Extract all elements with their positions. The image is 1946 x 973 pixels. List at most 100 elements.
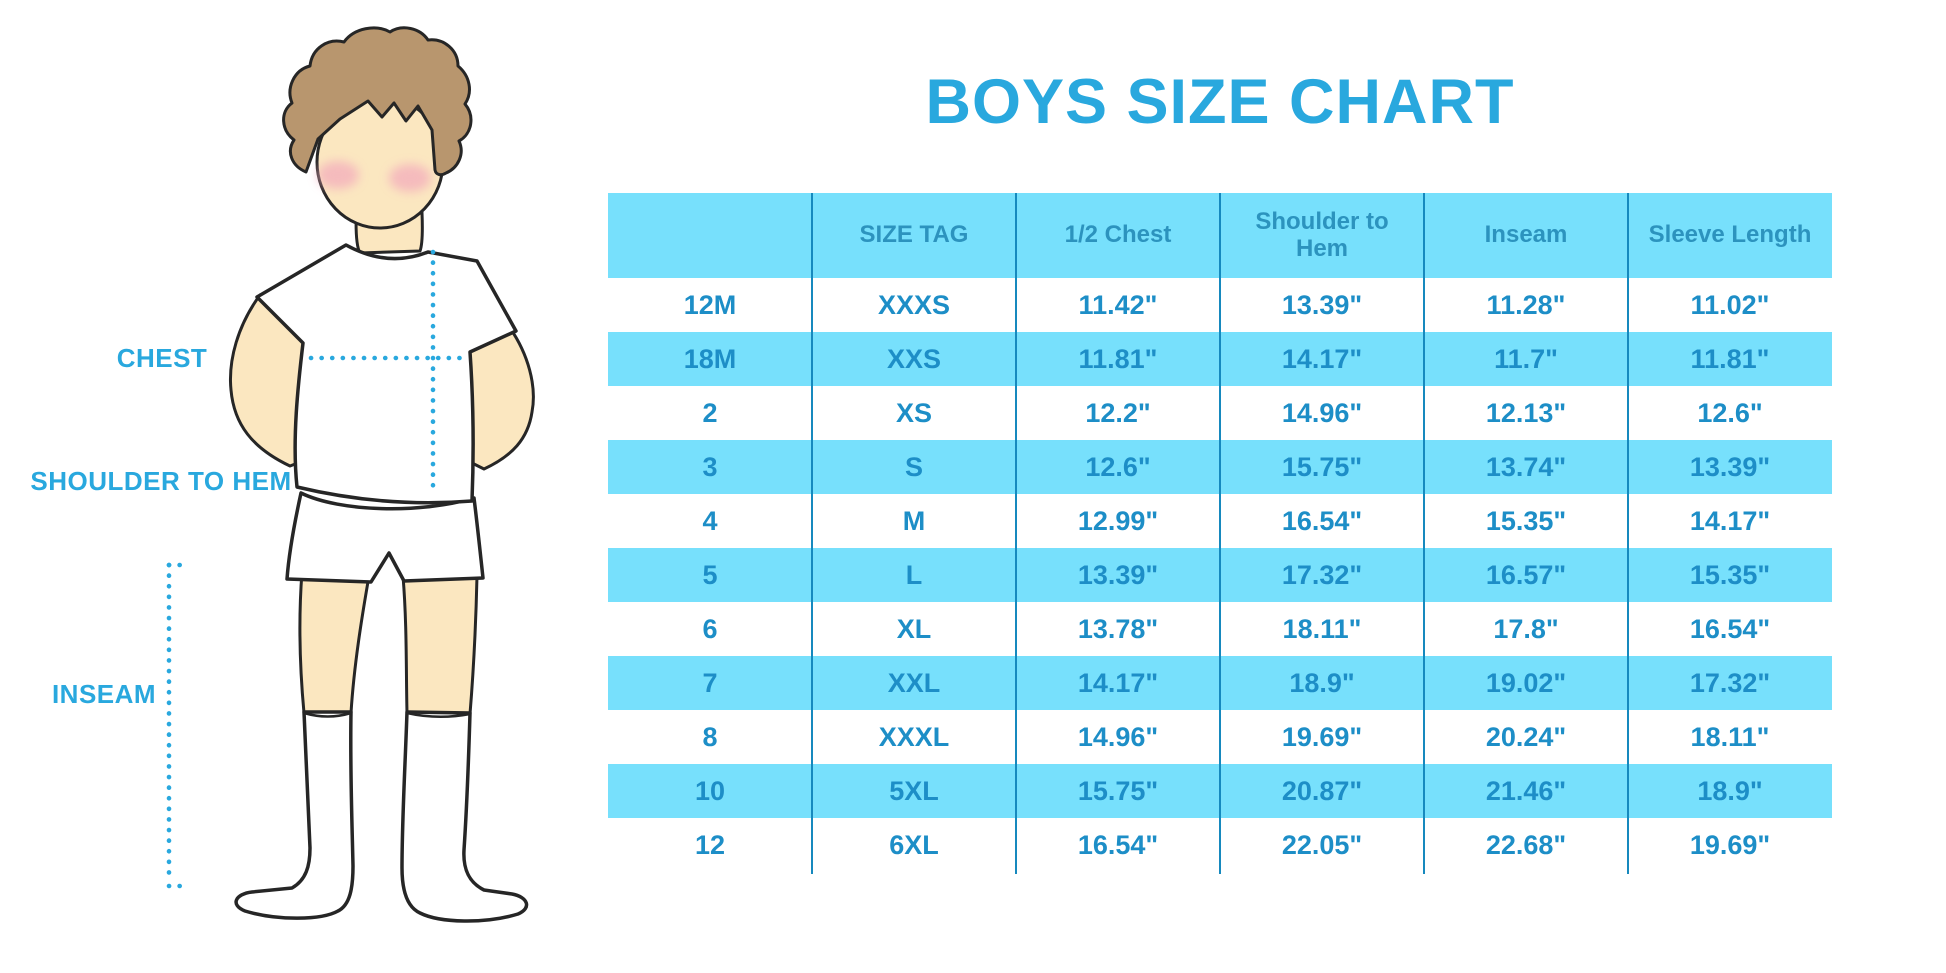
table-cell: 12.2" <box>1085 397 1151 428</box>
table-cell: 12.6" <box>1085 451 1151 482</box>
table-cell: 7 <box>702 667 718 698</box>
table-cell: 15.75" <box>1281 451 1363 482</box>
table-cell: 19.69" <box>1689 829 1771 860</box>
header-cell: SIZE TAG <box>859 221 969 249</box>
table-cell: 12 <box>694 829 726 860</box>
table-cell: 18.11" <box>1690 721 1770 752</box>
table-cell: 19.69" <box>1281 721 1363 752</box>
label-shoulder-to-hem: SHOULDER TO HEM <box>30 466 292 496</box>
table-cell: 5 <box>702 559 718 590</box>
table-cell: 10 <box>694 775 726 806</box>
boy-left-arm <box>229 293 305 468</box>
table-cell: XXXS <box>877 289 951 320</box>
header-cell: Inseam <box>1484 221 1568 249</box>
table-cell: 12.13" <box>1485 397 1567 428</box>
table-cell: 22.05" <box>1281 829 1363 860</box>
table-cell: XL <box>896 613 932 644</box>
boy-left-sock <box>234 710 355 920</box>
table-row: 12M XXXS 11.42" 13.39" 11.28" 11.02" <box>608 278 1832 332</box>
table-cell: 18M <box>683 343 737 374</box>
page-title: BOYS SIZE CHART <box>925 67 1515 137</box>
table-cell: 16.54" <box>1077 829 1159 860</box>
table-cell: 6 <box>702 613 718 644</box>
label-inseam: INSEAM <box>51 679 157 709</box>
header-cell <box>608 193 812 278</box>
table-row: 6 XL 13.78" 18.11" 17.8" 16.54" <box>608 602 1832 656</box>
table-cell: 15.35" <box>1689 559 1771 590</box>
table-cell: 5XL <box>889 775 939 806</box>
table-cell: 6XL <box>889 829 939 860</box>
boy-shorts <box>285 491 485 584</box>
table-cell: 14.17" <box>1077 667 1159 698</box>
table-cell: 11.7" <box>1494 343 1558 374</box>
label-chest: CHEST <box>116 343 208 373</box>
table-cell: 18.9" <box>1697 775 1763 806</box>
column-separator <box>1015 193 1017 874</box>
boy-measurement-figure <box>166 26 535 923</box>
table-cell: 17.8" <box>1493 613 1559 644</box>
table-cell: 14.96" <box>1281 397 1363 428</box>
inseam-measure-dotted-line <box>166 562 193 889</box>
table-cell: 13.39" <box>1281 289 1363 320</box>
table-cell: 15.35" <box>1485 505 1567 536</box>
table-cell: 20.87" <box>1281 775 1363 806</box>
table-row: 8 XXXL 14.96" 19.69" 20.24" 18.11" <box>608 710 1832 764</box>
left-sock-cuff-line <box>303 711 352 718</box>
table-cell: 11.81" <box>1690 343 1770 374</box>
table-cell: 12.99" <box>1077 505 1159 536</box>
table-cell: 16.54" <box>1689 613 1771 644</box>
column-separator <box>1423 193 1425 874</box>
table-cell: 22.68" <box>1485 829 1567 860</box>
table-cell: 11.81" <box>1078 343 1158 374</box>
table-cell: 11.28" <box>1486 289 1566 320</box>
table-cell: 21.46" <box>1485 775 1567 806</box>
table-cell: 12.6" <box>1697 397 1763 428</box>
table-cell: 14.17" <box>1689 505 1771 536</box>
table-cell: XXXL <box>878 721 950 752</box>
table-cell: 2 <box>702 397 718 428</box>
table-cell: 13.39" <box>1077 559 1159 590</box>
table-cell: 3 <box>702 451 718 482</box>
column-separator <box>1219 193 1221 874</box>
table-cell: S <box>904 451 923 482</box>
table-cell: 13.78" <box>1077 613 1159 644</box>
table-cell: XS <box>895 397 933 428</box>
header-cell: Sleeve Length <box>1648 221 1812 249</box>
table-cell: 13.74" <box>1485 451 1567 482</box>
table-cell: 11.42" <box>1078 289 1158 320</box>
table-row: 2 XS 12.2" 14.96" 12.13" 12.6" <box>608 386 1832 440</box>
table-row: 12 6XL 16.54" 22.05" 22.68" 19.69" <box>608 818 1832 872</box>
table-cell: 16.54" <box>1281 505 1363 536</box>
boy-right-arm <box>466 326 535 471</box>
table-cell: 19.02" <box>1485 667 1567 698</box>
column-separator <box>811 193 813 874</box>
table-cell: 12M <box>683 289 737 320</box>
right-sock-cuff-line <box>406 711 471 718</box>
header-cell: 1/2 Chest <box>1064 221 1172 249</box>
boy-blush-right <box>389 164 431 192</box>
table-cell: 15.75" <box>1077 775 1159 806</box>
table-cell: 17.32" <box>1689 667 1771 698</box>
boy-right-leg <box>401 574 479 716</box>
boy-hair <box>282 26 473 177</box>
table-cell: 14.17" <box>1281 343 1363 374</box>
table-cell: 14.96" <box>1077 721 1159 752</box>
table-cell: M <box>902 505 926 536</box>
boy-blush-left <box>317 161 359 189</box>
table-cell: 20.24" <box>1485 721 1567 752</box>
table-row: 4 M 12.99" 16.54" 15.35" 14.17" <box>608 494 1832 548</box>
table-cell: 18.9" <box>1289 667 1355 698</box>
table-cell: L <box>905 559 923 590</box>
table-cell: 18.11" <box>1282 613 1362 644</box>
table-cell: 16.57" <box>1485 559 1567 590</box>
boy-left-leg <box>298 570 371 715</box>
table-cell: 11.02" <box>1690 289 1770 320</box>
table-cell: XXL <box>887 667 941 698</box>
table-cell: 4 <box>702 505 718 536</box>
boy-tshirt <box>255 243 518 505</box>
table-cell: 8 <box>702 721 718 752</box>
boy-right-sock <box>400 710 529 923</box>
table-cell: 17.32" <box>1281 559 1363 590</box>
column-separator <box>1627 193 1629 874</box>
